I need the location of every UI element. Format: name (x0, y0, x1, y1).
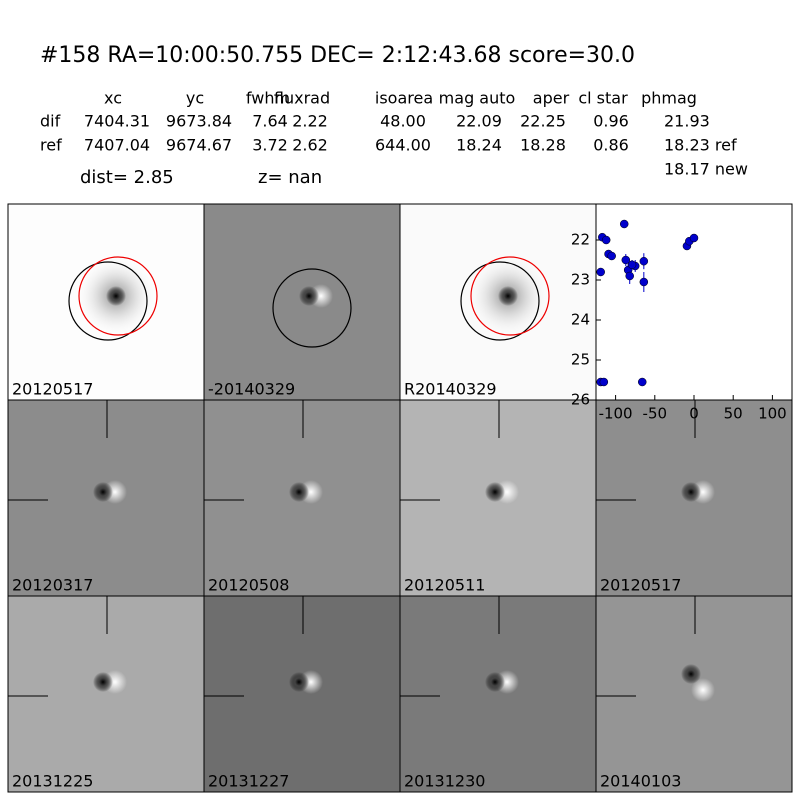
cell: 7.64 (252, 112, 288, 131)
panel-label: R20140329 (404, 380, 497, 399)
point (599, 377, 609, 387)
point (638, 377, 647, 387)
cell: 48.00 (380, 112, 426, 131)
point (596, 267, 605, 277)
panel-label: 20120508 (208, 576, 289, 595)
aperture (272, 268, 352, 348)
x-tick-label: 0 (689, 405, 699, 423)
dipole-dark (289, 482, 309, 502)
x-tick-label: 100 (758, 405, 787, 423)
panel-label: 20131230 (404, 772, 485, 791)
dipole-light (691, 678, 715, 702)
cell: 7404.31 (84, 112, 150, 131)
panel-label: 20120511 (404, 576, 485, 595)
cell: 644.00 (375, 136, 431, 155)
y-tick-label: 26 (571, 391, 590, 409)
dipole-dark (289, 672, 309, 692)
cell: 0.86 (593, 136, 629, 155)
dipole-dark (299, 286, 319, 306)
cell: 22.09 (456, 112, 502, 131)
column-header: fluxrad (274, 89, 330, 108)
image-panel: -20140329 (203, 203, 401, 401)
source (498, 286, 518, 306)
x-tick-label: -100 (599, 405, 633, 423)
column-header: xc (104, 89, 122, 108)
image-panel: 20120511 (399, 399, 597, 597)
column-header: fwhm (246, 89, 290, 108)
cell: 18.28 (520, 136, 566, 155)
cell: 9674.67 (166, 136, 232, 155)
x-tick-label: 50 (724, 405, 743, 423)
image-panel: 20120517 (595, 399, 793, 597)
y-tick-label: 25 (571, 351, 590, 369)
column-header: isoarea (375, 89, 433, 108)
dipole-dark (485, 672, 505, 692)
aperture (460, 261, 540, 341)
panel-image (399, 595, 597, 793)
ref-aperture (470, 256, 550, 336)
cell: 21.93 (664, 112, 710, 131)
y-tick-label: 24 (571, 311, 590, 329)
column-header: cl star (578, 89, 628, 108)
cell: 9673.84 (166, 112, 232, 131)
source (106, 286, 126, 306)
image-panel: 20131225 (7, 595, 205, 793)
panel-label: 20140103 (600, 772, 681, 791)
title: #158 RA=10:00:50.755 DEC= 2:12:43.68 sco… (40, 43, 635, 68)
y-tick-label: 23 (571, 271, 590, 289)
cell: 22.25 (520, 112, 566, 131)
image-panel: 20131227 (203, 595, 401, 793)
cell: 18.24 (456, 136, 502, 155)
panel-image (203, 595, 401, 793)
image-panel: 20120517 (7, 203, 205, 401)
column-header: aper (533, 89, 570, 108)
cell: 2.22 (292, 112, 328, 131)
dipole-dark (93, 482, 113, 502)
dist: dist= 2.85 (80, 167, 174, 188)
dipole-dark (681, 482, 701, 502)
column-header: yc (186, 89, 204, 108)
panel-label: 20120517 (12, 380, 93, 399)
panel-label: -20140329 (208, 380, 295, 399)
cell: 2.62 (292, 136, 328, 155)
dipole-dark (93, 672, 113, 692)
x-tick-label: -50 (643, 405, 668, 423)
z: z= nan (258, 167, 322, 188)
cell: 0.96 (593, 112, 629, 131)
column-header: mag auto (439, 89, 516, 108)
point (639, 277, 649, 287)
cell: 18.23 ref (664, 136, 737, 155)
panel-label: 20131227 (208, 772, 289, 791)
point (689, 233, 699, 243)
dipole-dark (681, 664, 701, 684)
cell: 7407.04 (84, 136, 150, 155)
dipole-dark (485, 482, 505, 502)
panel-label: 20131225 (12, 772, 93, 791)
y-tick-label: 22 (571, 231, 590, 249)
point (639, 256, 649, 266)
image-panel: 20140103 (595, 595, 793, 793)
image-panel: 20120317 (7, 399, 205, 597)
image-panel: 20131230 (399, 595, 597, 793)
ref-aperture (78, 256, 158, 336)
panel-label: 20120517 (600, 576, 681, 595)
point (625, 271, 634, 281)
panel-image (7, 595, 205, 793)
point (627, 260, 637, 270)
point (607, 251, 616, 261)
point (621, 255, 631, 265)
point (619, 219, 629, 229)
point (601, 235, 611, 245)
image-panel: R20140329 (399, 203, 597, 401)
aperture (68, 261, 148, 341)
panel-label: 20120317 (12, 576, 93, 595)
plot-area (595, 203, 793, 401)
column-header: phmag (641, 89, 697, 108)
image-panel: 20120508 (203, 399, 401, 597)
row-label: dif (40, 112, 61, 131)
cell: 3.72 (252, 136, 288, 155)
extra-mag: 18.17 new (664, 160, 748, 179)
row-label: ref (40, 136, 62, 155)
